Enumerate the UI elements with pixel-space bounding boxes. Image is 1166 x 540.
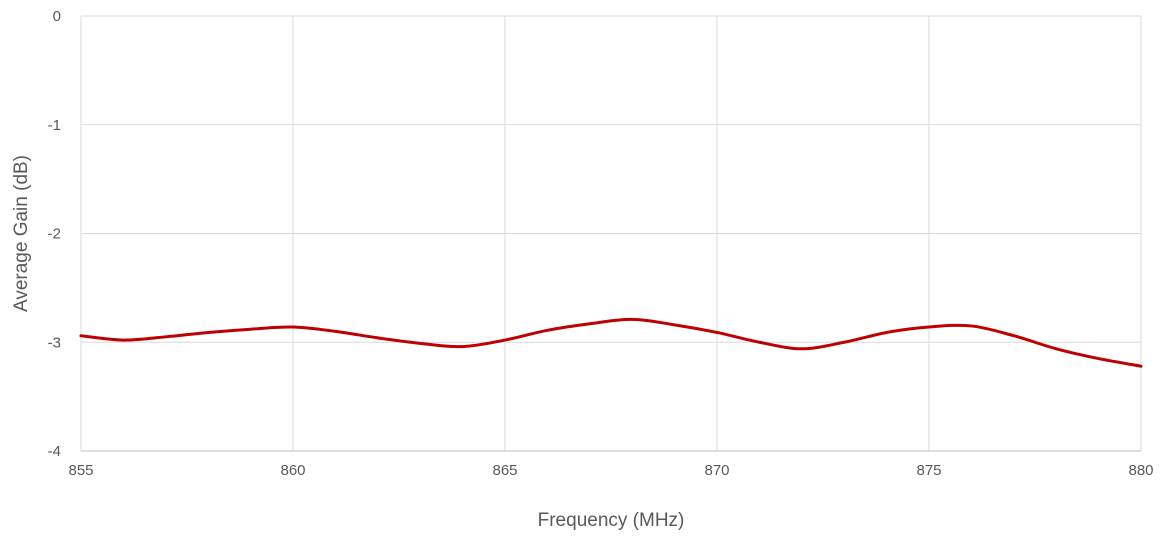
y-tick-label: -4 [48, 443, 61, 460]
y-tick-label: -2 [48, 226, 61, 243]
tick-labels: 0 -1 -2 -3 -4 855 860 865 870 875 880 [48, 8, 1154, 479]
y-tick-label: -1 [48, 117, 61, 134]
series-layer [79, 317, 1143, 368]
y-axis-title: Average Gain (dB) [11, 155, 32, 312]
x-tick-label: 880 [1128, 462, 1153, 479]
y-tick-label: 0 [53, 8, 61, 25]
x-tick-label: 860 [280, 462, 305, 479]
x-tick-label: 875 [916, 462, 941, 479]
gridlines [80, 15, 1142, 452]
x-axis-title: Frequency (MHz) [538, 510, 685, 531]
y-tick-label: -3 [48, 334, 61, 351]
x-tick-label: 865 [492, 462, 517, 479]
x-tick-label: 870 [704, 462, 729, 479]
x-tick-label: 855 [68, 462, 93, 479]
series-line [79, 317, 1143, 368]
